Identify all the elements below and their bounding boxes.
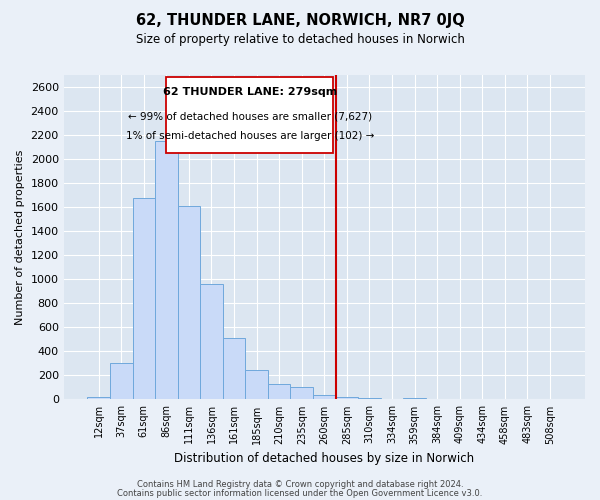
Bar: [155, 141, 178, 400]
Bar: [223, 338, 245, 400]
Bar: [381, 399, 403, 400]
Bar: [494, 399, 516, 400]
Bar: [290, 388, 313, 400]
Y-axis label: Number of detached properties: Number of detached properties: [15, 150, 25, 325]
Bar: [245, 370, 268, 400]
Bar: [403, 398, 426, 400]
Bar: [200, 284, 223, 400]
FancyBboxPatch shape: [166, 78, 334, 153]
Bar: [358, 398, 381, 400]
Bar: [178, 206, 200, 400]
Bar: [539, 399, 562, 400]
Bar: [448, 399, 471, 400]
Bar: [268, 384, 290, 400]
X-axis label: Distribution of detached houses by size in Norwich: Distribution of detached houses by size …: [174, 452, 475, 465]
Text: 62, THUNDER LANE, NORWICH, NR7 0JQ: 62, THUNDER LANE, NORWICH, NR7 0JQ: [136, 12, 464, 28]
Text: Contains public sector information licensed under the Open Government Licence v3: Contains public sector information licen…: [118, 489, 482, 498]
Bar: [335, 397, 358, 400]
Text: ← 99% of detached houses are smaller (7,627): ← 99% of detached houses are smaller (7,…: [128, 111, 372, 121]
Bar: [88, 397, 110, 400]
Bar: [110, 364, 133, 400]
Text: 1% of semi-detached houses are larger (102) →: 1% of semi-detached houses are larger (1…: [125, 132, 374, 141]
Text: 62 THUNDER LANE: 279sqm: 62 THUNDER LANE: 279sqm: [163, 87, 337, 97]
Text: Size of property relative to detached houses in Norwich: Size of property relative to detached ho…: [136, 32, 464, 46]
Text: Contains HM Land Registry data © Crown copyright and database right 2024.: Contains HM Land Registry data © Crown c…: [137, 480, 463, 489]
Bar: [133, 198, 155, 400]
Bar: [313, 394, 335, 400]
